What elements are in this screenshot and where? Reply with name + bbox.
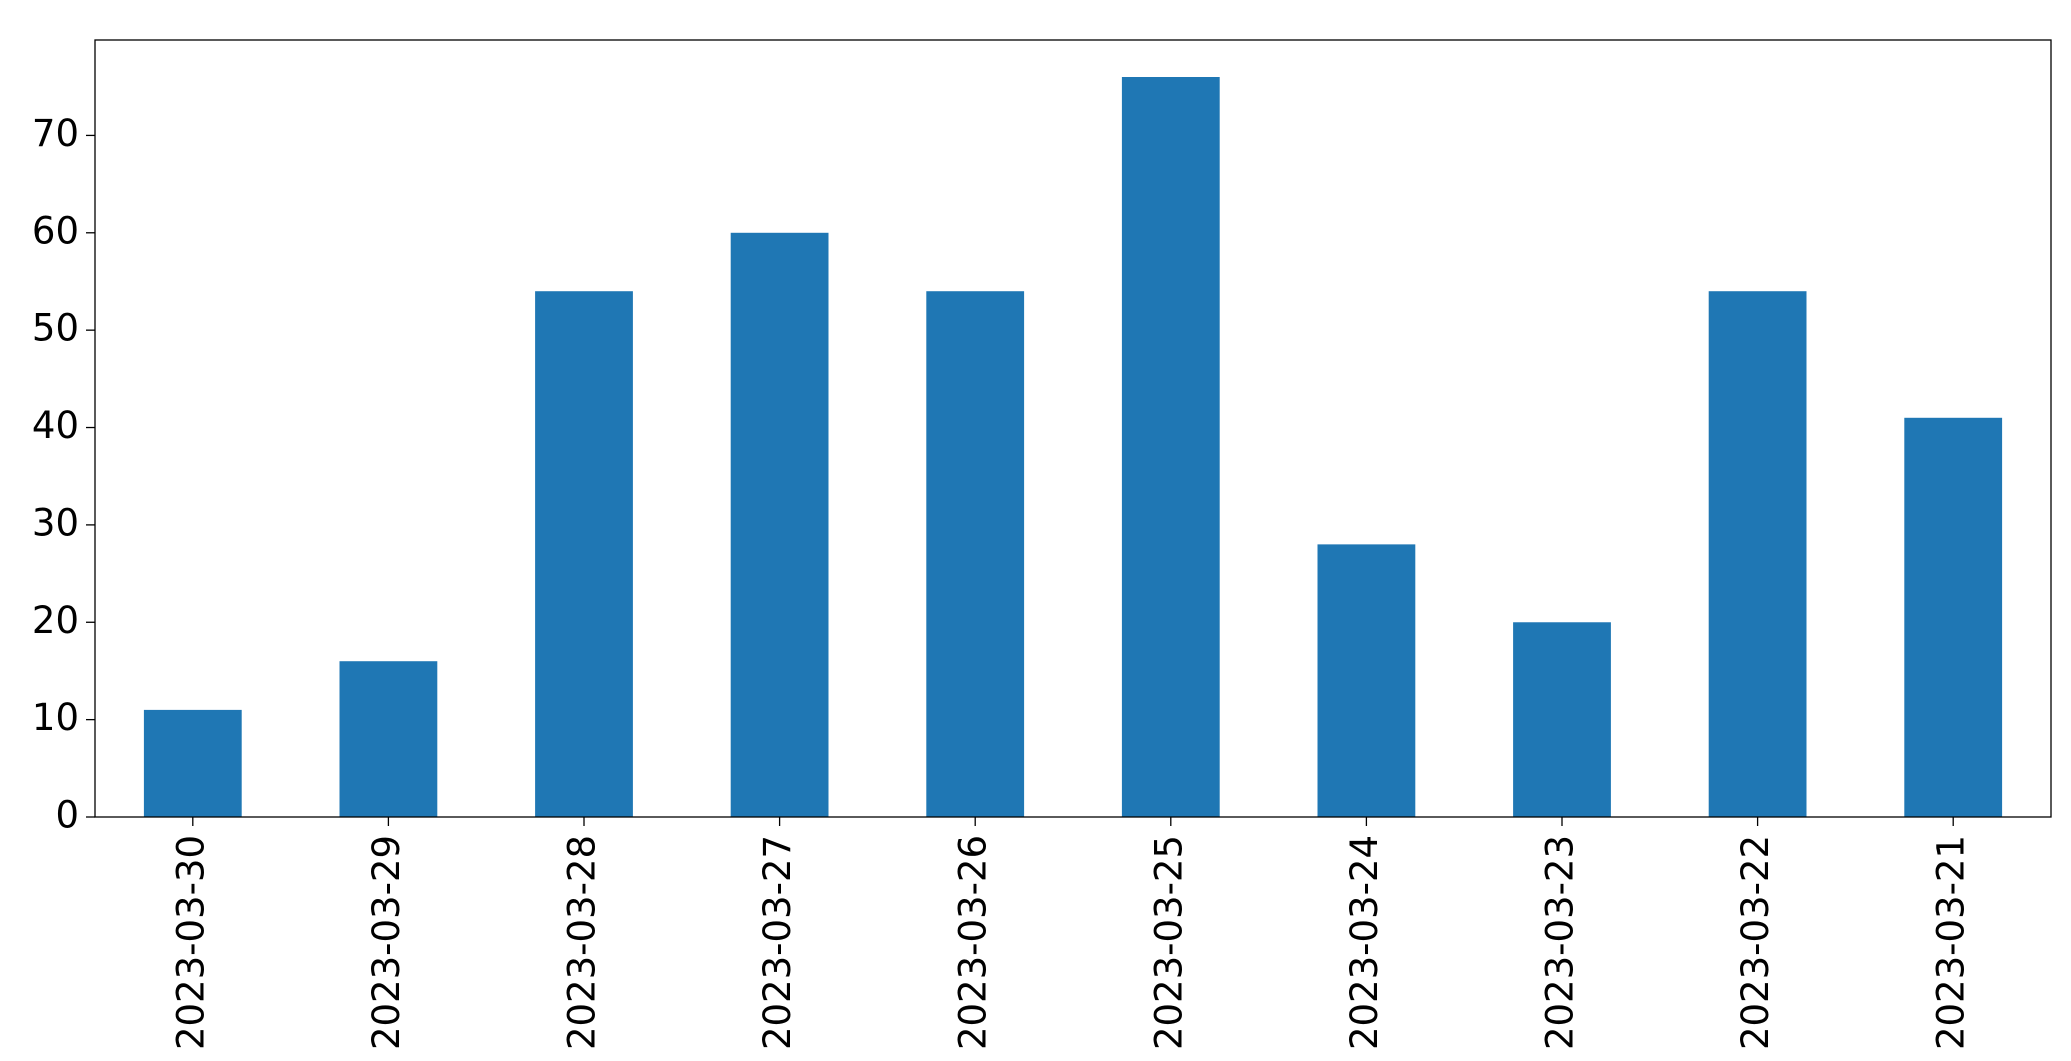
x-tick-label: 2023-03-25 [1147,835,1190,1050]
bar [730,232,829,817]
y-tick-label: 60 [32,209,79,252]
bar [535,291,633,817]
bar [1317,544,1416,817]
bar [926,291,1025,817]
x-tick-label: 2023-03-22 [1734,835,1777,1050]
y-tick-label: 70 [32,112,79,155]
bar [1708,291,1807,817]
x-tick-label: 2023-03-23 [1539,835,1582,1050]
x-tick-label: 2023-03-24 [1343,835,1386,1050]
bar [1121,77,1220,817]
x-tick-label: 2023-03-30 [169,835,212,1050]
x-tick-label: 2023-03-29 [365,835,408,1050]
y-tick-label: 10 [32,696,79,739]
bar [1904,417,2003,817]
y-tick-label: 0 [55,794,79,837]
bar [143,709,242,817]
plot-frame [94,39,2052,818]
y-tick-label: 40 [32,404,79,447]
x-tick-label: 2023-03-21 [1930,835,1973,1050]
y-tick-label: 50 [32,307,79,350]
y-tick-label: 30 [32,501,79,544]
x-tick-label: 2023-03-26 [952,835,995,1050]
bar [339,661,438,817]
bar [1513,622,1611,817]
x-tick-label: 2023-03-27 [756,835,799,1050]
y-tick-label: 20 [32,599,79,642]
x-tick-label: 2023-03-28 [561,835,604,1050]
